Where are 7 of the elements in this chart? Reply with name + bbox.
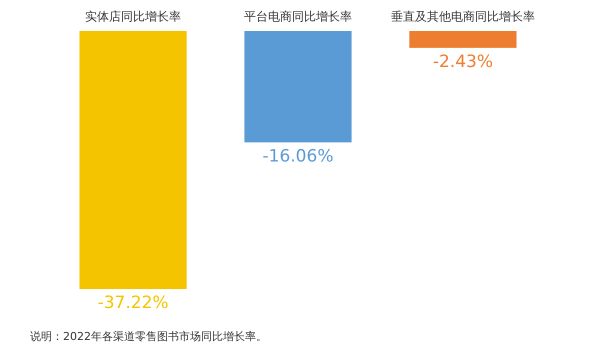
data-label: -2.43% [432, 52, 493, 72]
data-label: -16.06% [262, 146, 334, 166]
data-label: -37.22% [98, 293, 169, 313]
x-tick-label: 实体店同比增长率 [85, 10, 182, 24]
x-tick-label: 垂直及其他电商同比增长率 [390, 10, 535, 24]
text: 说明：2022年各渠道零售图书市场同比增长率。 [30, 330, 267, 343]
x-tick-label: 平台电商同比增长率 [244, 10, 352, 24]
